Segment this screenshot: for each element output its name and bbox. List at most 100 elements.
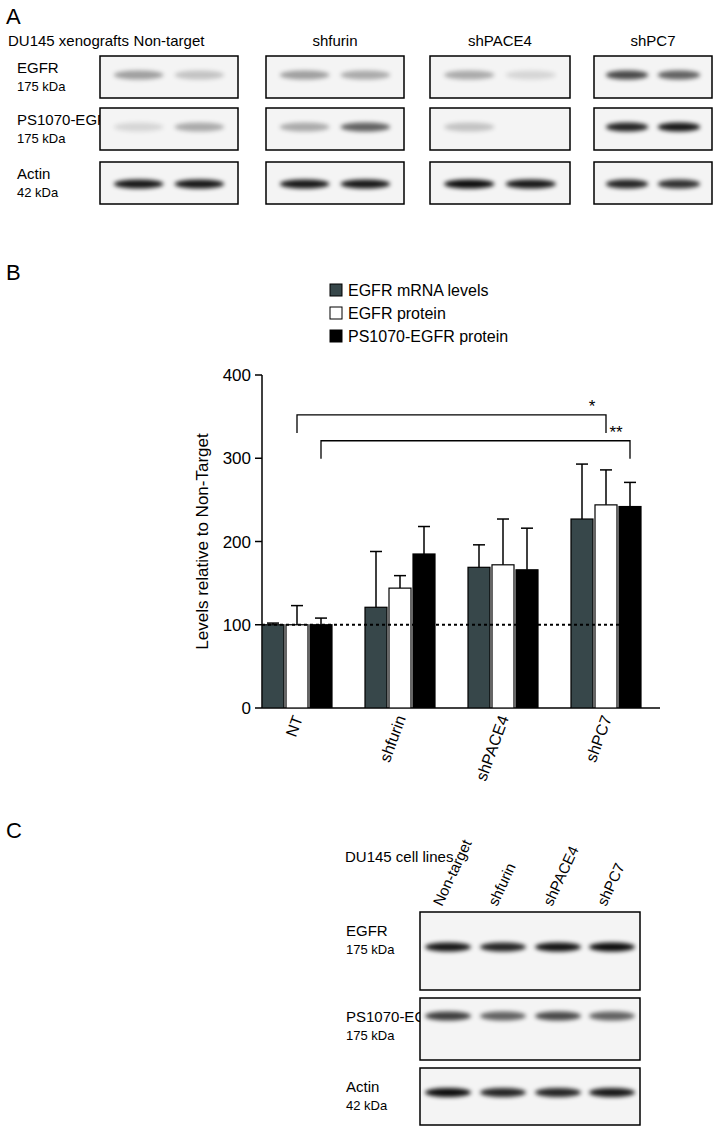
blot-box — [420, 1068, 640, 1125]
y-tick-label: 300 — [223, 449, 251, 468]
lane-label: Non-target — [429, 836, 475, 908]
panel-label: C — [6, 818, 22, 843]
error-cap — [600, 469, 612, 471]
x-tick-label: shPACE4 — [473, 713, 512, 783]
error-cap — [418, 526, 430, 528]
blot-box — [594, 162, 712, 204]
bar — [310, 625, 332, 708]
blot-box — [266, 108, 404, 150]
error-cap — [267, 622, 279, 624]
error-line — [423, 527, 425, 554]
error-line — [375, 551, 377, 607]
y-axis-label: Levels relative to Non-Target — [193, 433, 212, 650]
blot-band — [658, 180, 700, 189]
blot-band — [480, 1012, 526, 1021]
blot-band — [280, 71, 330, 80]
error-bar — [394, 576, 406, 588]
error-cap — [521, 527, 533, 529]
bar — [595, 505, 617, 708]
panel-title: DU145 xenografts — [8, 32, 129, 49]
blot-band — [425, 1088, 471, 1097]
significance-label: * — [589, 397, 596, 416]
error-line — [320, 618, 322, 625]
lane-label: Non-target — [134, 32, 206, 49]
blot-band — [341, 71, 391, 80]
x-tick-label: shfurin — [376, 713, 408, 764]
error-line — [605, 470, 607, 505]
row-size: 175 kDa — [346, 942, 395, 957]
blot-box — [100, 162, 238, 204]
error-bar — [576, 464, 588, 519]
blot-band — [425, 1012, 471, 1021]
blot-box — [430, 108, 570, 150]
error-bar — [473, 545, 485, 567]
blot-band — [444, 180, 494, 189]
blot-band — [444, 71, 494, 80]
lane-label: shPACE4 — [468, 32, 532, 49]
bar — [468, 567, 490, 708]
blot-band — [506, 123, 556, 132]
row-size: 175 kDa — [346, 1028, 395, 1043]
x-tick-label: shPC7 — [582, 713, 614, 764]
blot-box — [266, 56, 404, 98]
lane-label: shPACE4 — [539, 843, 581, 908]
bar — [389, 588, 411, 708]
blot-band — [506, 71, 556, 80]
blot-band — [589, 1088, 635, 1097]
y-tick-label: 200 — [223, 533, 251, 552]
blot-box — [420, 912, 640, 990]
blot-band — [658, 71, 700, 80]
baseline — [262, 624, 636, 626]
bar — [262, 625, 284, 708]
significance-label: ** — [609, 423, 623, 442]
legend-swatch — [330, 307, 342, 319]
error-cap — [576, 463, 588, 465]
blot-band — [480, 1088, 526, 1097]
error-cap — [315, 617, 327, 619]
row-label: EGFR — [17, 59, 59, 76]
bar — [413, 554, 435, 708]
blot-band — [114, 123, 164, 132]
error-bar — [418, 527, 430, 554]
blot-band — [480, 943, 526, 952]
blot-band — [444, 123, 494, 132]
error-cap — [473, 544, 485, 546]
blot-band — [341, 180, 391, 189]
blot-band — [589, 943, 635, 952]
significance-bracket — [297, 415, 606, 433]
error-bar — [624, 482, 636, 506]
blot-band — [175, 71, 225, 80]
plot-area — [262, 464, 641, 708]
panel-b: B0100200300400Levels relative to Non-Tar… — [6, 260, 660, 783]
y-tick — [255, 458, 262, 460]
panel-title: DU145 cell lines — [345, 848, 453, 865]
blot-band — [606, 123, 648, 132]
bracket-line — [297, 415, 606, 433]
row-size: 42 kDa — [17, 185, 59, 200]
panel-label: A — [6, 4, 21, 29]
bar — [492, 565, 514, 708]
row-label: EGFR — [346, 922, 388, 939]
error-line — [478, 545, 480, 567]
blot-band — [606, 180, 648, 189]
blot-box — [430, 162, 570, 204]
blot-band — [175, 123, 225, 132]
row-size: 175 kDa — [17, 79, 66, 94]
y-tick-label: 0 — [242, 699, 251, 718]
error-line — [526, 528, 528, 570]
error-bar — [497, 519, 509, 565]
significance-bracket — [321, 441, 630, 459]
blot-band — [280, 123, 330, 132]
error-cap — [370, 551, 382, 553]
error-bar — [521, 528, 533, 570]
blot-box — [420, 998, 640, 1060]
blot-band — [114, 180, 164, 189]
lane-label: shPC7 — [593, 860, 627, 908]
blot-band — [114, 71, 164, 80]
blot-band — [606, 71, 648, 80]
error-line — [399, 576, 401, 588]
y-tick-label: 100 — [223, 616, 251, 635]
blot-band — [535, 1012, 581, 1021]
error-cap — [497, 518, 509, 520]
error-cap — [624, 482, 636, 484]
